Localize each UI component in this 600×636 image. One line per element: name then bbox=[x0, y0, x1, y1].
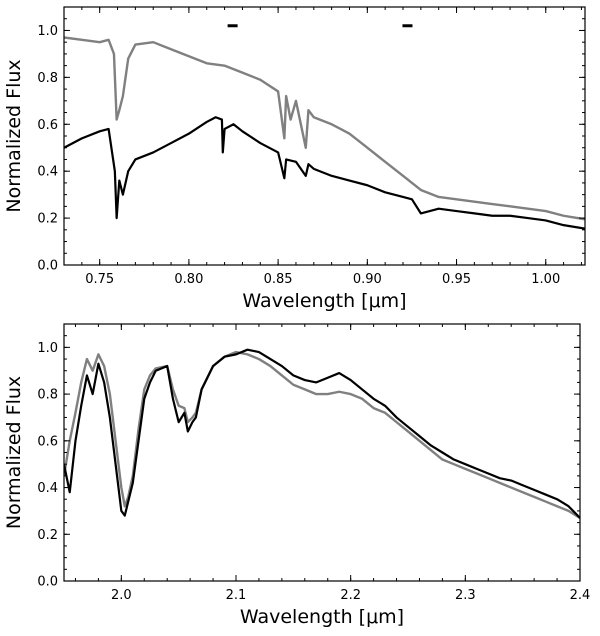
black-spectrum-line bbox=[64, 348, 580, 519]
x-axis-label: Wavelength [μm] bbox=[240, 606, 404, 628]
gray-spectrum-line bbox=[64, 36, 585, 221]
y-tick-label: 0.4 bbox=[37, 481, 58, 496]
y-tick-label: 0.0 bbox=[37, 575, 58, 590]
plot-frame bbox=[63, 323, 581, 582]
gray-spectrum-line bbox=[64, 350, 580, 519]
y-axis-label: Normalized Flux bbox=[3, 376, 25, 529]
x-axis-label: Wavelength [μm] bbox=[242, 290, 406, 312]
y-tick-label: 1.0 bbox=[37, 341, 58, 356]
x-tick-label: 2.4 bbox=[570, 588, 591, 603]
x-tick-label: 0.85 bbox=[264, 272, 293, 287]
x-tick-label: 0.75 bbox=[85, 272, 114, 287]
x-tick-label: 0.95 bbox=[442, 272, 471, 287]
y-tick-label: 0.4 bbox=[37, 165, 58, 180]
y-tick-label: 0.0 bbox=[37, 259, 58, 274]
y-tick-label: 1.0 bbox=[37, 24, 58, 39]
y-tick-label: 0.8 bbox=[37, 71, 58, 86]
x-tick-label: 2.3 bbox=[455, 588, 476, 603]
plot-frame bbox=[63, 6, 586, 266]
series-group bbox=[64, 36, 585, 230]
y-tick-label: 0.2 bbox=[37, 212, 58, 227]
x-tick-label: 0.80 bbox=[174, 272, 203, 287]
x-tick-label: 2.1 bbox=[226, 588, 247, 603]
y-tick-label: 0.6 bbox=[37, 118, 58, 133]
x-tick-label: 2.0 bbox=[111, 588, 132, 603]
y-axis-label: Normalized Flux bbox=[3, 59, 25, 212]
x-tick-label: 1.00 bbox=[531, 272, 560, 287]
chart-panel-2: 2.0 2.1 2.2 2.3 2.4 0.0 0.2 0.4 0.6 0.8 1.0 Wavelen… bbox=[3, 323, 591, 628]
y-tick-label: 0.2 bbox=[37, 528, 58, 543]
y-tick-label: 0.6 bbox=[37, 434, 58, 449]
x-tick-label: 2.2 bbox=[340, 588, 361, 603]
chart-panel-1: 0.75 0.80 0.85 0.90 0.95 1.00 0.0 0.2 0.4 0.6 0.8 1… bbox=[3, 6, 586, 312]
y-tick-label: 0.8 bbox=[37, 388, 58, 403]
series-group bbox=[64, 348, 580, 519]
x-tick-label: 0.90 bbox=[353, 272, 382, 287]
black-spectrum-line bbox=[64, 116, 585, 230]
